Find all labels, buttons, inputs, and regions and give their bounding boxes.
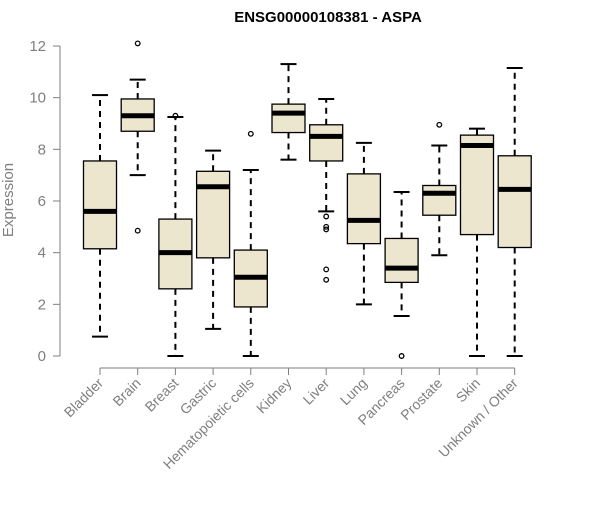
outlier-point bbox=[398, 353, 405, 359]
x-tick-label-bladder: Bladder bbox=[61, 375, 107, 421]
x-tick-label-lung: Lung bbox=[337, 375, 370, 408]
y-tick-label: 4 bbox=[38, 245, 46, 262]
x-tick-label-liver: Liver bbox=[300, 375, 333, 408]
y-axis-label: Expression bbox=[0, 163, 17, 237]
outlier-point bbox=[134, 227, 141, 234]
iqr-box bbox=[82, 160, 118, 250]
box-kidney bbox=[271, 63, 306, 161]
outlier-point bbox=[323, 226, 330, 233]
boxes bbox=[82, 40, 532, 359]
y-tick-label: 10 bbox=[29, 90, 46, 107]
y-tick-label: 6 bbox=[38, 193, 46, 210]
outlier-point bbox=[247, 130, 254, 137]
box-breast bbox=[158, 112, 193, 357]
box-brain bbox=[120, 40, 155, 234]
outlier-point bbox=[323, 276, 330, 283]
box-hematopoietic-cells bbox=[233, 130, 268, 357]
y-tick-label: 8 bbox=[38, 141, 46, 158]
iqr-box bbox=[346, 173, 382, 245]
box-gastric bbox=[195, 149, 231, 330]
x-tick-label-prostate: Prostate bbox=[397, 375, 445, 423]
x-tick-label-breast: Breast bbox=[142, 375, 182, 415]
y-tick-label: 2 bbox=[38, 296, 46, 313]
iqr-box bbox=[459, 134, 495, 236]
outlier-point bbox=[323, 223, 330, 230]
iqr-box bbox=[271, 103, 306, 134]
x-tick-label-skin: Skin bbox=[453, 375, 484, 406]
outlier-point bbox=[323, 213, 330, 220]
outlier-point bbox=[134, 40, 141, 47]
iqr-box bbox=[422, 184, 457, 216]
box-unknown-other bbox=[497, 66, 532, 357]
iqr-box bbox=[195, 170, 231, 259]
iqr-box bbox=[309, 124, 344, 162]
iqr-box bbox=[497, 155, 532, 249]
iqr-box bbox=[384, 237, 419, 284]
box-liver bbox=[309, 97, 344, 283]
outlier-point bbox=[323, 266, 330, 273]
box-pancreas bbox=[384, 190, 419, 359]
box-bladder bbox=[82, 94, 118, 338]
y-tick-label: 12 bbox=[29, 38, 46, 55]
box-skin bbox=[459, 127, 495, 357]
outlier-point bbox=[172, 112, 179, 119]
y-axis: 0 2 4 6 8 10 12 bbox=[29, 38, 61, 365]
box-lung bbox=[346, 141, 382, 306]
outlier-point bbox=[436, 121, 443, 128]
chart-title: ENSG00000108381 - ASPA bbox=[234, 9, 422, 26]
box-prostate bbox=[422, 121, 457, 257]
x-tick-label-brain: Brain bbox=[109, 375, 143, 409]
y-tick-label: 0 bbox=[38, 348, 46, 365]
x-tick-label-kidney: Kidney bbox=[253, 375, 295, 417]
